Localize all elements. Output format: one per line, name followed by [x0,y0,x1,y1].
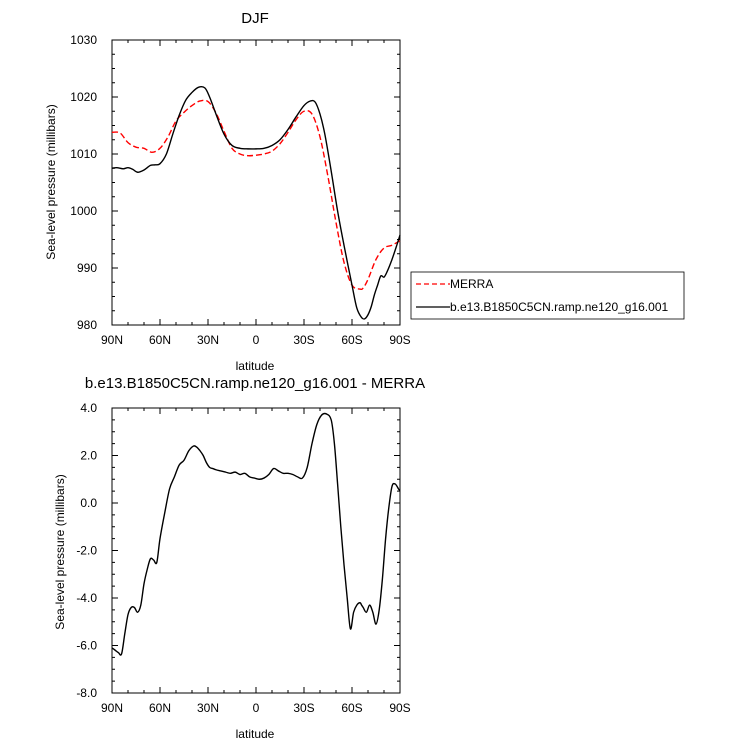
top-y-tick-label: 1010 [70,147,97,161]
top-x-tick-label: 60N [149,333,171,347]
top-series-line-1 [111,86,401,320]
top-x-tick-label: 30N [197,333,219,347]
top-x-axis-label: latitude [236,359,275,373]
bottom-x-tick-label: 30S [293,701,314,715]
top-x-tick-label: 0 [253,333,260,347]
bottom-y-axis-label: Sea-level pressure (millibars) [53,474,67,629]
top-y-tick-label: 1020 [70,90,97,104]
legend-label-model: b.e13.B1850C5CN.ramp.ne120_g16.001 [450,300,668,314]
bottom-y-tick-label: -6.0 [76,639,97,653]
top-series-line-0 [111,99,401,291]
top-y-axis-label: Sea-level pressure (millibars) [44,104,58,259]
top-y-tick-label: 1030 [70,33,97,47]
top-x-tick-label: 30S [293,333,314,347]
bottom-x-tick-label: 60S [341,701,362,715]
bottom-x-tick-label: 90N [101,701,123,715]
bottom-chart-title: b.e13.B1850C5CN.ramp.ne120_g16.001 - MER… [85,375,425,392]
top-y-tick-label: 1000 [70,204,97,218]
top-y-tick-label: 990 [77,261,97,275]
bottom-y-tick-label: -8.0 [76,686,97,700]
bottom-x-axis-label: latitude [236,727,275,741]
top-panel: DJF 90N 60N 30N 0 30S 60S 90S 980 990 1000 1010 102… [44,10,411,373]
bottom-x-tick-label: 60N [149,701,171,715]
bottom-plot-frame [111,407,401,694]
bottom-x-tick-label: 30N [197,701,219,715]
bottom-x-tick-label: 90S [389,701,410,715]
top-plot-frame [111,39,401,326]
top-y-tick-label: 980 [77,318,97,332]
legend-label-merra: MERRA [450,277,493,291]
bottom-y-tick-label: 0.0 [80,496,97,510]
top-x-tick-label: 90S [389,333,410,347]
bottom-y-tick-label: -2.0 [76,544,97,558]
top-x-tick-label: 60S [341,333,362,347]
bottom-y-tick-label: 2.0 [80,449,97,463]
top-x-tick-label: 90N [101,333,123,347]
bottom-y-tick-label: -4.0 [76,591,97,605]
legend: MERRA b.e13.B1850C5CN.ramp.ne120_g16.001 [410,271,685,320]
top-chart-title: DJF [241,10,269,27]
bottom-y-tick-label: 4.0 [80,401,97,415]
bottom-panel: b.e13.B1850C5CN.ramp.ne120_g16.001 - MER… [53,375,425,741]
bottom-x-tick-label: 0 [253,701,260,715]
legend-box [410,271,685,320]
bottom-series-line-0 [111,412,401,656]
